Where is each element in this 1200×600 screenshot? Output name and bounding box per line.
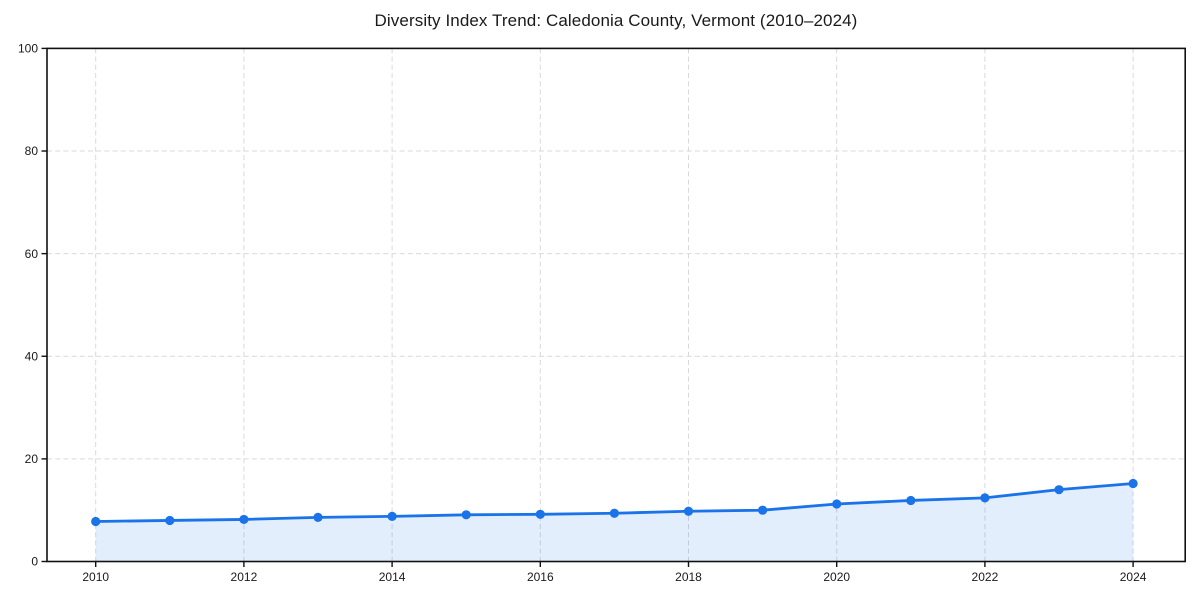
data-point-marker [1128,478,1138,489]
data-point-marker [239,514,249,525]
x-axis-tick-label: 2020 [823,570,850,584]
x-axis-tick-label: 2018 [675,570,702,584]
y-axis-tick-label: 20 [25,452,39,466]
data-point-marker [461,510,471,520]
data-point-marker [387,511,397,521]
area-fill [95,483,1134,562]
data-point-marker [609,508,620,518]
data-point-marker [980,493,990,503]
x-axis-tick-label: 2024 [1120,570,1147,584]
data-point-marker [683,506,694,516]
data-point-marker [165,515,175,526]
y-axis-tick-label: 0 [31,555,38,569]
data-point-marker [906,495,916,506]
y-axis-tick-label: 40 [25,349,39,363]
x-axis-tick-label: 2022 [972,570,999,584]
x-axis-tick-label: 2014 [379,570,406,584]
data-point-marker [91,516,101,527]
x-axis-tick-label: 2016 [527,570,554,584]
chart-title: Diversity Index Trend: Caledonia County,… [374,11,858,30]
data-point-marker [535,509,545,519]
data-point-marker [832,499,842,509]
y-axis-tick-label: 80 [25,144,39,158]
x-axis-tick-label: 2010 [82,570,109,584]
x-axis-tick-label: 2012 [231,570,258,584]
data-point-marker [758,505,768,515]
data-point-marker [1054,485,1064,495]
y-axis-tick-label: 100 [18,42,38,56]
data-point-marker [313,512,323,522]
y-axis-tick-label: 60 [25,247,39,261]
plot-border [46,47,1186,563]
